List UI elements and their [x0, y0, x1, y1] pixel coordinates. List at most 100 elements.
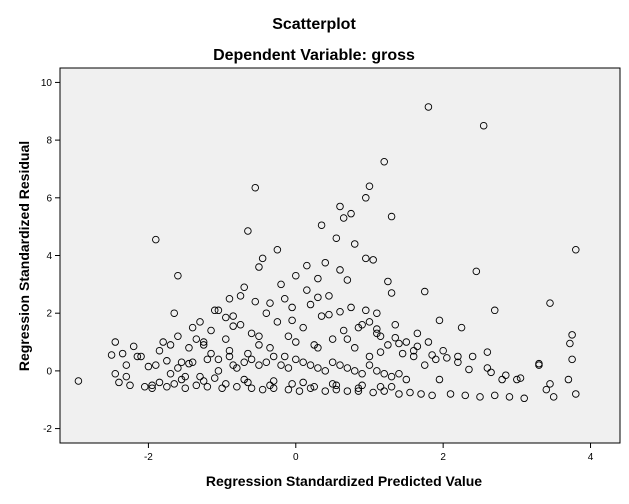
- scatter-point: [413, 342, 422, 351]
- scatter-point: [203, 355, 212, 364]
- scatter-point: [476, 393, 484, 401]
- y-axis: -2 0 2 4 6 8 10: [41, 78, 60, 435]
- scatter-point: [277, 361, 285, 369]
- scatter-point: [443, 354, 451, 362]
- scatter-point: [568, 331, 576, 339]
- scatter-point: [255, 332, 263, 341]
- scatter-point: [122, 372, 131, 381]
- scatter-point: [166, 341, 175, 349]
- scatter-point: [365, 318, 374, 326]
- scatter-point: [258, 254, 267, 263]
- scatter-point: [258, 385, 267, 394]
- scatter-point: [332, 385, 341, 394]
- scatter-point: [387, 383, 396, 391]
- scatter-point: [284, 364, 293, 372]
- scatter-point: [428, 351, 436, 359]
- scatter-point: [280, 295, 289, 303]
- scatter-point: [115, 378, 123, 387]
- scatter-point: [336, 361, 344, 369]
- scatter-point: [170, 380, 178, 388]
- scatter-point: [347, 209, 355, 218]
- scatter-point: [498, 375, 506, 384]
- scatter-point: [502, 371, 510, 379]
- scatter-point: [417, 390, 425, 398]
- scatter-point: [380, 387, 388, 395]
- scatter-point: [516, 374, 525, 382]
- scatter-point: [339, 214, 348, 222]
- scatter-point: [424, 103, 433, 111]
- scatter-point: [148, 384, 156, 392]
- scatter-point: [181, 372, 190, 381]
- scatter-point: [229, 322, 237, 330]
- scatter-point: [314, 274, 322, 283]
- scatter-point: [373, 325, 381, 333]
- scatter-point: [391, 333, 400, 342]
- scatter-point: [387, 289, 396, 297]
- scatter-point: [236, 292, 245, 300]
- scatter-point: [225, 352, 234, 361]
- scatter-point: [288, 316, 296, 325]
- scatter-point: [214, 367, 223, 375]
- scatter-point: [292, 355, 300, 364]
- scatter-point: [181, 384, 190, 392]
- y-tick-label: 10: [41, 78, 53, 89]
- scatter-point: [461, 391, 470, 400]
- scatter-point: [185, 344, 193, 352]
- scatter-point: [155, 346, 164, 355]
- scatter-point: [207, 326, 215, 335]
- scatter-point: [325, 292, 333, 300]
- scatter-point: [273, 245, 282, 254]
- y-tick-label: 8: [46, 136, 52, 147]
- scatter-point: [310, 383, 318, 391]
- scatter-point: [343, 335, 352, 343]
- scatter-point: [546, 299, 554, 307]
- scatter-point: [373, 329, 381, 338]
- scatter-point: [269, 352, 278, 361]
- scatter-point: [74, 377, 83, 385]
- scatter-point: [251, 183, 260, 192]
- scatter-point: [222, 313, 230, 322]
- y-tick-label: -2: [43, 424, 52, 435]
- scatter-point: [107, 351, 116, 359]
- scatter-point: [568, 355, 576, 364]
- scatter-point: [277, 280, 285, 289]
- scatter-point: [454, 358, 462, 366]
- scatter-point: [288, 380, 296, 388]
- scatter-point: [336, 266, 344, 274]
- scatter-point: [199, 338, 208, 346]
- scatter-point: [299, 378, 307, 387]
- scatter-point: [387, 372, 396, 381]
- scatter-point: [148, 381, 156, 390]
- scatter-point: [465, 365, 473, 374]
- scatter-point: [409, 352, 418, 361]
- scatter-point: [207, 349, 215, 358]
- scatter-point: [490, 391, 499, 400]
- scatter-point: [251, 297, 260, 306]
- scatter-point: [280, 352, 289, 361]
- scatter-point: [365, 352, 374, 361]
- y-tick-label: 2: [46, 309, 52, 320]
- scatter-point: [572, 245, 580, 254]
- scatter-point: [336, 202, 344, 211]
- scatter-point: [380, 157, 388, 166]
- scatter-point: [402, 375, 411, 384]
- scatter-point: [111, 370, 120, 378]
- scatter-point: [303, 261, 311, 270]
- scatter-point: [314, 344, 322, 352]
- scatter-point: [321, 367, 330, 375]
- y-tick-label: 4: [46, 251, 52, 262]
- scatter-point: [373, 309, 381, 317]
- scatter-point: [328, 335, 337, 343]
- scatter-point: [549, 393, 558, 401]
- scatter-point: [111, 338, 120, 346]
- scatter-point: [299, 323, 307, 332]
- scatter-point: [306, 300, 315, 309]
- scatter-point: [428, 391, 436, 400]
- scatter-point: [255, 341, 263, 349]
- scatter-point: [244, 349, 252, 358]
- scatter-point: [306, 361, 315, 369]
- scatter-point: [424, 338, 433, 346]
- scatter-point: [446, 390, 455, 398]
- scatter-point: [350, 367, 359, 375]
